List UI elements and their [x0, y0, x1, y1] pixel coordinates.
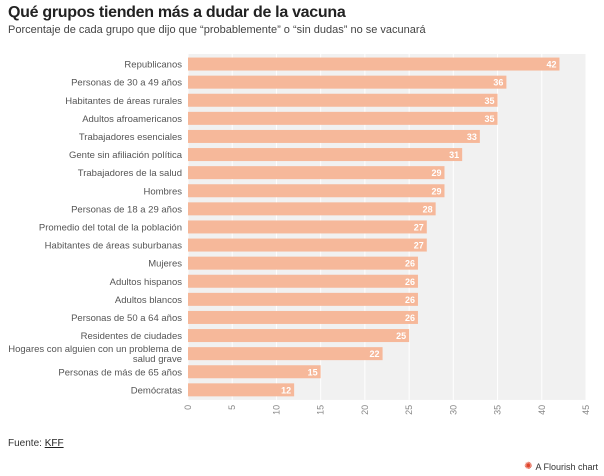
bar-value-label: 36	[493, 78, 503, 88]
credit-label: A Flourish chart	[535, 462, 598, 472]
bar	[188, 310, 418, 324]
category-label: Trabajadores de la salud	[78, 168, 182, 179]
category-label: Personas de 50 a 64 años	[71, 313, 182, 324]
source-link[interactable]: KFF	[44, 438, 64, 449]
bar-value-label: 28	[423, 204, 433, 214]
x-tick-label: 15	[316, 405, 326, 415]
bar-value-label: 25	[396, 331, 406, 341]
bar	[188, 383, 295, 397]
bar-chart: 0 5 10 15 20 25 30 35 40 45 42 Republicanos 36 Person…	[8, 54, 591, 415]
x-tick-label: 45	[581, 405, 591, 415]
bar-value-label: 26	[405, 259, 415, 269]
flourish-logo-icon: ✺	[524, 461, 533, 472]
x-tick-label: 30	[448, 405, 458, 415]
x-tick-label: 0	[183, 405, 193, 410]
bar-value-label: 42	[546, 60, 556, 70]
bar	[188, 347, 383, 361]
category-label: Mujeres	[148, 259, 182, 270]
category-label: Demócratas	[131, 385, 182, 396]
category-label: Republicanos	[124, 60, 182, 71]
bar-value-label: 35	[485, 96, 495, 106]
x-tick-label: 35	[493, 405, 503, 415]
bar	[188, 256, 418, 270]
bar-value-label: 35	[485, 114, 495, 124]
bar	[188, 148, 463, 162]
category-label: Promedio del total de la población	[39, 222, 182, 233]
bar	[188, 57, 560, 71]
category-label: Hombres	[143, 186, 182, 197]
category-label: Gente sin afiliación política	[69, 150, 183, 161]
bar	[188, 111, 498, 125]
x-tick-label: 20	[360, 405, 370, 415]
bar-value-label: 27	[414, 241, 424, 251]
bar-value-label: 26	[405, 313, 415, 323]
source-note: Fuente: KFF	[8, 438, 64, 449]
bar-value-label: 26	[405, 295, 415, 305]
category-label: Trabajadores esenciales	[79, 132, 182, 143]
category-label: Habitantes de áreas rurales	[65, 96, 182, 107]
bar	[188, 220, 427, 234]
category-label: Personas de 30 a 49 años	[71, 78, 182, 89]
category-label: Habitantes de áreas suburbanas	[45, 241, 183, 252]
bar	[188, 238, 427, 252]
bar-value-label: 33	[467, 132, 477, 142]
chart-title: Qué grupos tienden más a dudar de la vac…	[8, 4, 346, 21]
category-label: Adultos afroamericanos	[82, 114, 182, 125]
bar-value-label: 15	[308, 367, 318, 377]
flourish-credit[interactable]: ✺ A Flourish chart	[524, 461, 598, 473]
source-prefix: Fuente:	[8, 438, 45, 449]
bar	[188, 292, 418, 306]
bar	[188, 365, 321, 379]
x-tick-label: 5	[227, 405, 237, 410]
category-label: Hogares con alguien con un problema de sa…	[8, 344, 182, 365]
category-label: Adultos hispanos	[110, 277, 183, 288]
bar-value-label: 26	[405, 277, 415, 287]
bar	[188, 129, 480, 143]
bar-value-label: 29	[431, 168, 441, 178]
bar	[188, 329, 410, 343]
category-label: Personas de 18 a 29 años	[71, 204, 182, 215]
bar	[188, 202, 436, 216]
bar	[188, 93, 498, 107]
bar-value-label: 12	[281, 385, 291, 395]
bar-value-label: 22	[370, 349, 380, 359]
bar-value-label: 31	[449, 150, 459, 160]
bar	[188, 184, 445, 198]
bar	[188, 75, 507, 89]
x-tick-label: 25	[404, 405, 414, 415]
bar-value-label: 29	[431, 186, 441, 196]
category-label: Adultos blancos	[115, 295, 182, 306]
bar	[188, 274, 418, 288]
chart-subtitle: Porcentaje de cada grupo que dijo que “p…	[8, 24, 426, 36]
bar	[188, 166, 445, 180]
category-label: Personas de más de 65 años	[58, 367, 182, 378]
x-tick-label: 40	[537, 405, 547, 415]
x-tick-label: 10	[271, 405, 281, 415]
category-label: Residentes de ciudades	[81, 331, 183, 342]
bar-value-label: 27	[414, 222, 424, 232]
